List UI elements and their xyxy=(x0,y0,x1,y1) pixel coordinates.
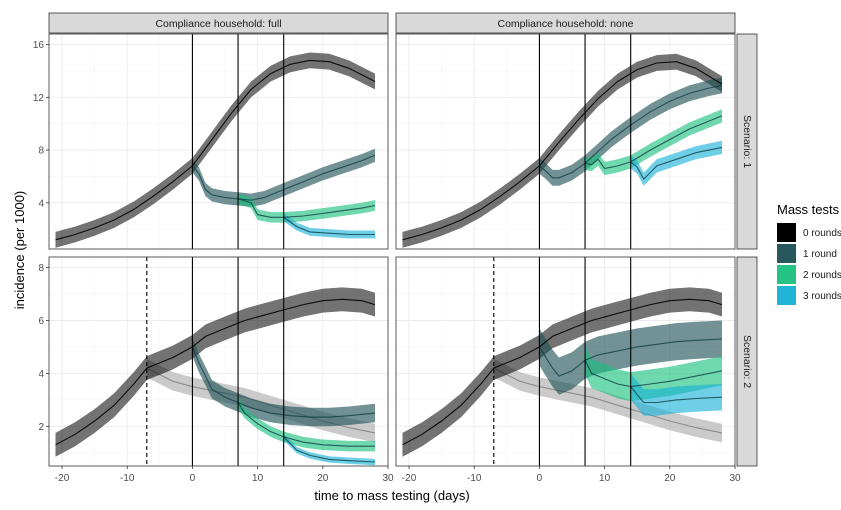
band-0-rounds xyxy=(55,287,375,457)
legend: Mass tests 0 rounds 1 round 2 rounds 3 round… xyxy=(777,202,841,305)
x-tick-label: 20 xyxy=(317,473,329,484)
y-tick-label: 4 xyxy=(38,369,44,380)
band-3-rounds xyxy=(630,373,722,416)
y-tick-label: 8 xyxy=(38,146,44,157)
panel-border xyxy=(395,33,736,250)
y-tick-label: 6 xyxy=(38,316,44,327)
line-3-rounds xyxy=(630,146,723,181)
x-tick-label: 0 xyxy=(190,473,196,484)
legend-swatch-0-rounds xyxy=(777,223,796,242)
line-0-rounds xyxy=(402,298,723,446)
line-0-rounds xyxy=(55,59,376,241)
band-0-rounds xyxy=(402,53,722,248)
band-2-rounds xyxy=(238,193,375,223)
row-strip-bg xyxy=(736,256,758,467)
line-1-round xyxy=(538,338,723,377)
band-2-rounds xyxy=(585,109,722,176)
legend-swatch-3-rounds xyxy=(777,286,796,305)
legend-swatch-1-round xyxy=(777,244,796,263)
panel-border xyxy=(48,256,389,467)
legend-label-0-rounds: 0 rounds xyxy=(803,228,841,239)
counterfactual-line xyxy=(493,367,723,434)
counterfactual-band xyxy=(493,358,722,443)
y-tick-label: 12 xyxy=(33,93,45,104)
line-1-round xyxy=(539,84,723,179)
column-strip-label: Compliance household: none xyxy=(497,18,633,30)
y-axis-title: incidence (per 1000) xyxy=(12,191,27,310)
x-tick-label: 30 xyxy=(382,473,394,484)
x-tick-label: -10 xyxy=(120,473,135,484)
legend-label-3-rounds: 3 rounds xyxy=(803,291,841,302)
x-tick-label: 10 xyxy=(252,473,264,484)
line-2-rounds xyxy=(237,198,376,218)
y-tick-label: 4 xyxy=(38,198,44,209)
x-tick-label: 20 xyxy=(664,473,676,484)
legend-label-2-rounds: 2 rounds xyxy=(803,270,841,281)
line-3-rounds xyxy=(283,436,376,463)
column-strip-bg xyxy=(48,12,389,34)
y-tick-label: 8 xyxy=(38,263,44,274)
x-tick-label: 10 xyxy=(599,473,611,484)
band-0-rounds xyxy=(55,52,375,248)
row-strip-label: Scenario: 2 xyxy=(741,335,753,388)
line-1-round xyxy=(191,346,376,418)
column-strip-label: Compliance household: full xyxy=(155,18,281,30)
line-3-rounds xyxy=(630,386,723,404)
x-tick-label: 30 xyxy=(729,473,741,484)
x-tick-label: -20 xyxy=(402,473,417,484)
y-tick-label: 16 xyxy=(33,40,45,51)
x-tick-label: -20 xyxy=(55,473,70,484)
band-0-rounds xyxy=(402,287,722,457)
column-strip-bg xyxy=(395,12,736,34)
legend-title: Mass tests xyxy=(777,202,840,217)
x-tick-label: -10 xyxy=(467,473,482,484)
band-3-rounds xyxy=(283,213,375,239)
x-axis-title: time to mass testing (days) xyxy=(314,488,469,503)
row-strip-label: Scenario: 1 xyxy=(741,115,753,168)
panel-border xyxy=(48,33,389,250)
line-3-rounds xyxy=(283,216,375,236)
line-0-rounds xyxy=(402,61,723,241)
legend-swatch-2-rounds xyxy=(777,265,796,284)
row-strip-bg xyxy=(736,33,758,250)
line-1-round xyxy=(191,154,376,201)
legend-label-1-round: 1 round xyxy=(803,249,837,260)
panel-border xyxy=(395,256,736,467)
line-0-rounds xyxy=(55,298,376,446)
x-tick-label: 0 xyxy=(537,473,543,484)
y-tick-label: 2 xyxy=(38,422,44,433)
